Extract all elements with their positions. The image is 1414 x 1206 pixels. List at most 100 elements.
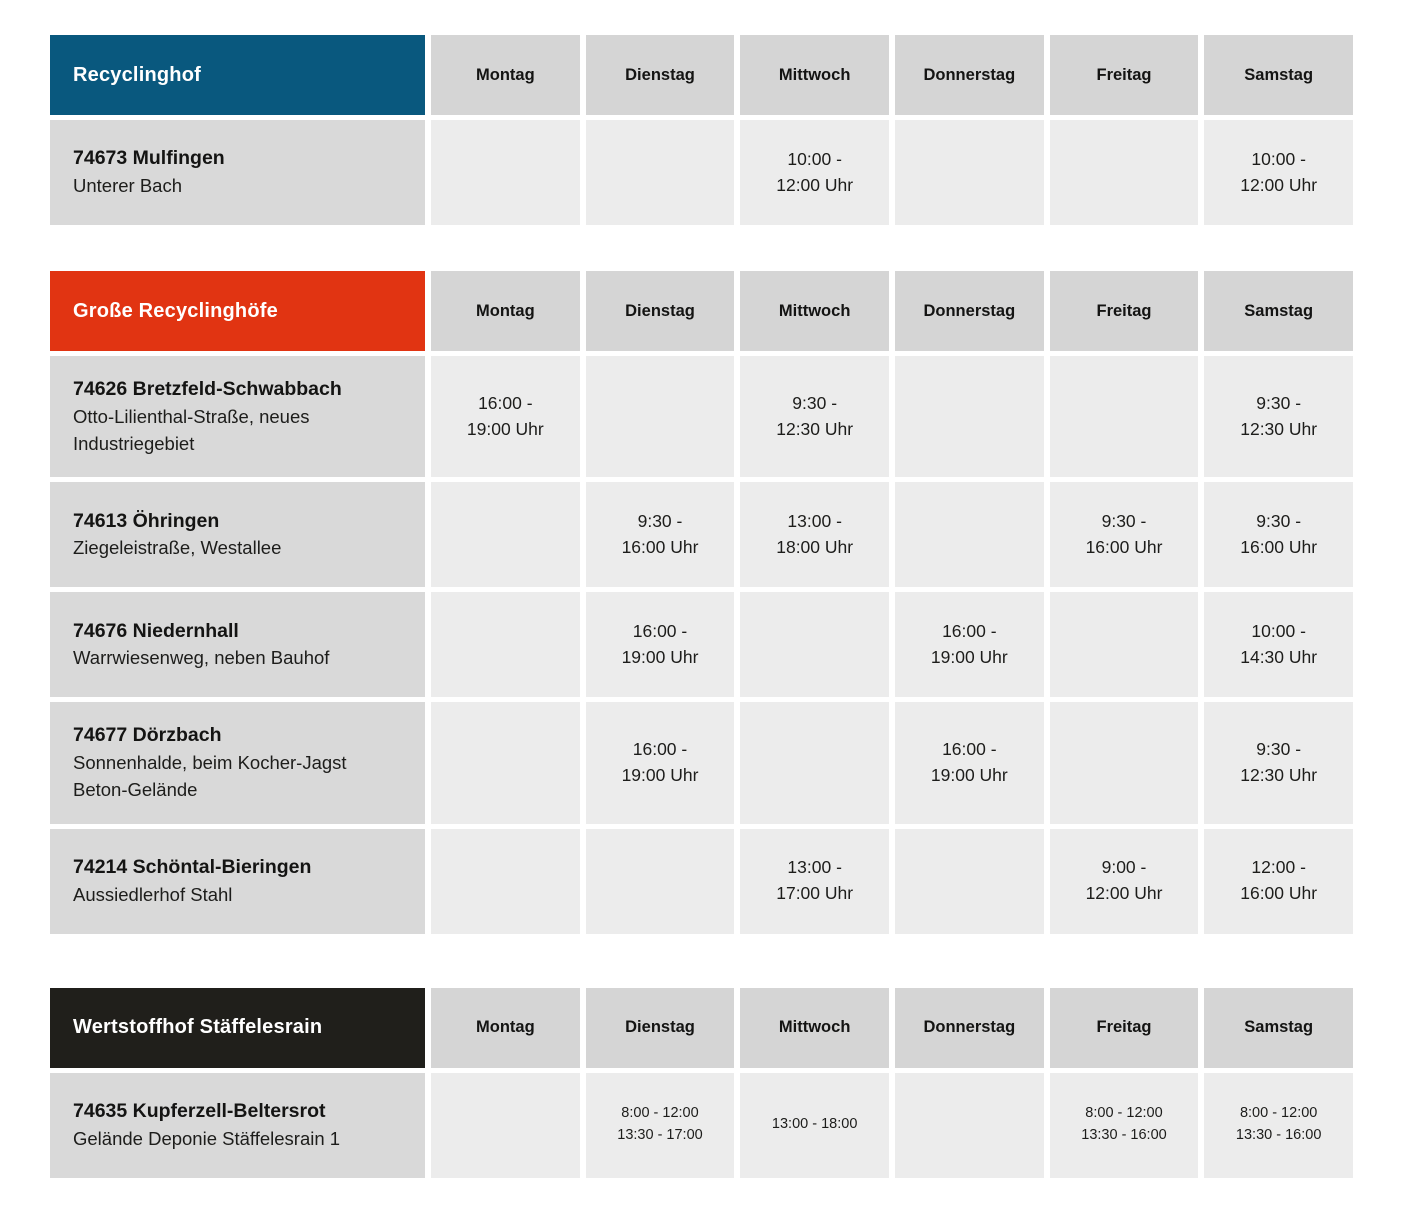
table-recyclinghof: Recyclinghof Montag Dienstag Mittwoch Donne… [50, 35, 1353, 225]
time-range: 18:00 Uhr [776, 536, 854, 557]
hours-cell-montag [431, 592, 580, 698]
time-range: 16:00 - [632, 739, 688, 760]
opening-hours-page: Recyclinghof Montag Dienstag Mittwoch Donne… [50, 35, 1353, 1178]
time-range: 14:30 Uhr [1240, 646, 1318, 667]
table-body: 74626 Bretzfeld-Schwabbach Otto-Lilientha… [50, 356, 1353, 934]
location-name: 74677 Dörzbach [73, 724, 222, 747]
location-address: Sonnenhalde, beim Kocher-Jagst Beton-Gel… [73, 752, 347, 800]
day-header-donnerstag: Donnerstag [895, 987, 1044, 1068]
hours-cell-montag [431, 120, 580, 225]
location-name: 74635 Kupferzell-Beltersrot [73, 1099, 326, 1122]
hours-cell-donnerstag [895, 828, 1044, 934]
hours-cell-samstag: 8:00 - 12:00 13:30 - 16:00 [1204, 1072, 1353, 1178]
hours-cell-dienstag [585, 828, 735, 934]
hours-cell-donnerstag [895, 1072, 1044, 1178]
time-range: 9:30 - [792, 392, 838, 413]
location-cell: 74676 Niedernhall Warrwiesenweg, neben Ba… [50, 592, 425, 698]
time-range: 13:00 - [787, 857, 842, 878]
hours-cell-freitag [1049, 702, 1199, 824]
hours-cell-montag [431, 828, 580, 934]
time-range: 8:00 - 12:00 [621, 1105, 699, 1122]
location-address: Unterer Bach [73, 174, 182, 196]
hours-cell-dienstag: 9:30 - 16:00 Uhr [585, 482, 735, 588]
time-range: 8:00 - 12:00 [1239, 1105, 1318, 1122]
time-range: 17:00 Uhr [776, 883, 854, 904]
hours-cell-mittwoch: 13:00 - 18:00 Uhr [740, 482, 889, 588]
location-name: 74626 Bretzfeld-Schwabbach [73, 378, 342, 400]
location-name: 74214 Schöntal-Bieringen [73, 855, 312, 878]
hours-cell-montag [431, 1072, 580, 1178]
time-range: 16:00 - [478, 392, 533, 413]
time-range: 12:00 Uhr [1085, 883, 1163, 904]
time-range: 16:00 Uhr [1085, 536, 1163, 557]
day-header-montag: Montag [431, 987, 580, 1068]
day-header-freitag: Freitag [1049, 271, 1199, 351]
location-address: Aussiedlerhof Stahl [73, 883, 233, 905]
table-row: 74214 Schöntal-Bieringen Aussiedlerhof St… [50, 828, 1353, 934]
time-range: 12:30 Uhr [1240, 764, 1318, 785]
hours-cell-dienstag [585, 120, 735, 225]
day-header-samstag: Samstag [1204, 271, 1353, 351]
day-header-dienstag: Dienstag [585, 987, 735, 1068]
hours-cell-freitag: 9:30 - 16:00 Uhr [1049, 482, 1199, 588]
table-row: 74613 Öhringen Ziegeleistraße, Westallee 9… [50, 482, 1353, 588]
time-range: 9:00 - [1101, 857, 1147, 878]
hours-cell-donnerstag [895, 120, 1044, 225]
time-range: 16:00 Uhr [1240, 883, 1318, 904]
time-range: 9:30 - [1256, 739, 1302, 760]
location-name: 74673 Mulfingen [73, 147, 225, 170]
table-title: Wertstoffhof Stäffelesrain [50, 987, 425, 1068]
time-range: 13:30 - 16:00 [1235, 1127, 1322, 1144]
time-range: 9:30 - [1101, 510, 1147, 531]
time-range: 13:00 - [787, 510, 842, 531]
time-range: 10:00 - [1251, 620, 1306, 641]
time-range: 10:00 - [787, 148, 842, 169]
day-header-freitag: Freitag [1049, 987, 1199, 1068]
time-range: 13:30 - 17:00 [617, 1127, 703, 1144]
time-range: 13:30 - 16:00 [1081, 1127, 1167, 1144]
day-header-dienstag: Dienstag [585, 271, 735, 351]
hours-cell-dienstag: 16:00 - 19:00 Uhr [585, 702, 735, 824]
table-row: 74626 Bretzfeld-Schwabbach Otto-Lilientha… [50, 356, 1353, 478]
time-range: 16:00 - [632, 620, 688, 641]
time-range: 9:30 - [637, 510, 683, 531]
hours-cell-freitag [1049, 120, 1199, 225]
table-row: 74673 Mulfingen Unterer Bach 10:00 - 12:00 … [50, 120, 1353, 225]
location-cell: 74635 Kupferzell-Beltersrot Gelände Depon… [50, 1072, 425, 1178]
time-range: 16:00 Uhr [1240, 536, 1318, 557]
time-range: 9:30 - [1256, 392, 1302, 413]
location-address: Gelände Deponie Stäffelesrain 1 [73, 1127, 341, 1149]
location-address: Ziegeleistraße, Westallee [73, 537, 282, 559]
hours-cell-donnerstag: 16:00 - 19:00 Uhr [895, 592, 1044, 698]
day-header-mittwoch: Mittwoch [740, 35, 889, 115]
time-range: 12:00 - [1251, 857, 1306, 878]
hours-cell-freitag [1049, 356, 1199, 478]
location-cell: 74613 Öhringen Ziegeleistraße, Westallee [50, 482, 425, 588]
hours-cell-mittwoch [740, 702, 889, 824]
location-cell: 74677 Dörzbach Sonnenhalde, beim Kocher-J… [50, 702, 425, 824]
table-title: Große Recyclinghöfe [50, 271, 425, 351]
time-range: 12:30 Uhr [1240, 418, 1318, 439]
table-header-row: Wertstoffhof Stäffelesrain Montag Diensta… [50, 987, 1353, 1068]
day-header-freitag: Freitag [1049, 35, 1199, 115]
location-address: Warrwiesenweg, neben Bauhof [73, 647, 330, 669]
hours-cell-donnerstag [895, 482, 1044, 588]
location-cell: 74626 Bretzfeld-Schwabbach Otto-Lilientha… [50, 356, 425, 478]
hours-cell-samstag: 9:30 - 16:00 Uhr [1204, 482, 1353, 588]
day-header-mittwoch: Mittwoch [740, 987, 889, 1068]
hours-cell-freitag: 9:00 - 12:00 Uhr [1049, 828, 1199, 934]
location-cell: 74673 Mulfingen Unterer Bach [50, 120, 425, 225]
time-range: 16:00 Uhr [621, 536, 699, 557]
table-row: 74676 Niedernhall Warrwiesenweg, neben Ba… [50, 592, 1353, 698]
hours-cell-donnerstag: 16:00 - 19:00 Uhr [895, 702, 1044, 824]
time-range: 10:00 - [1251, 148, 1306, 169]
hours-cell-samstag: 10:00 - 14:30 Uhr [1204, 592, 1353, 698]
time-range: 19:00 Uhr [930, 764, 1008, 785]
day-header-dienstag: Dienstag [585, 35, 735, 115]
table-grosse-recyclinghoefe: Große Recyclinghöfe Montag Dienstag Mittwo… [50, 271, 1353, 934]
table-title: Recyclinghof [50, 35, 425, 115]
day-header-donnerstag: Donnerstag [895, 35, 1044, 115]
table-header-row: Große Recyclinghöfe Montag Dienstag Mittwo… [50, 271, 1353, 351]
time-range: 19:00 Uhr [930, 646, 1008, 667]
time-range: 8:00 - 12:00 [1085, 1105, 1163, 1122]
